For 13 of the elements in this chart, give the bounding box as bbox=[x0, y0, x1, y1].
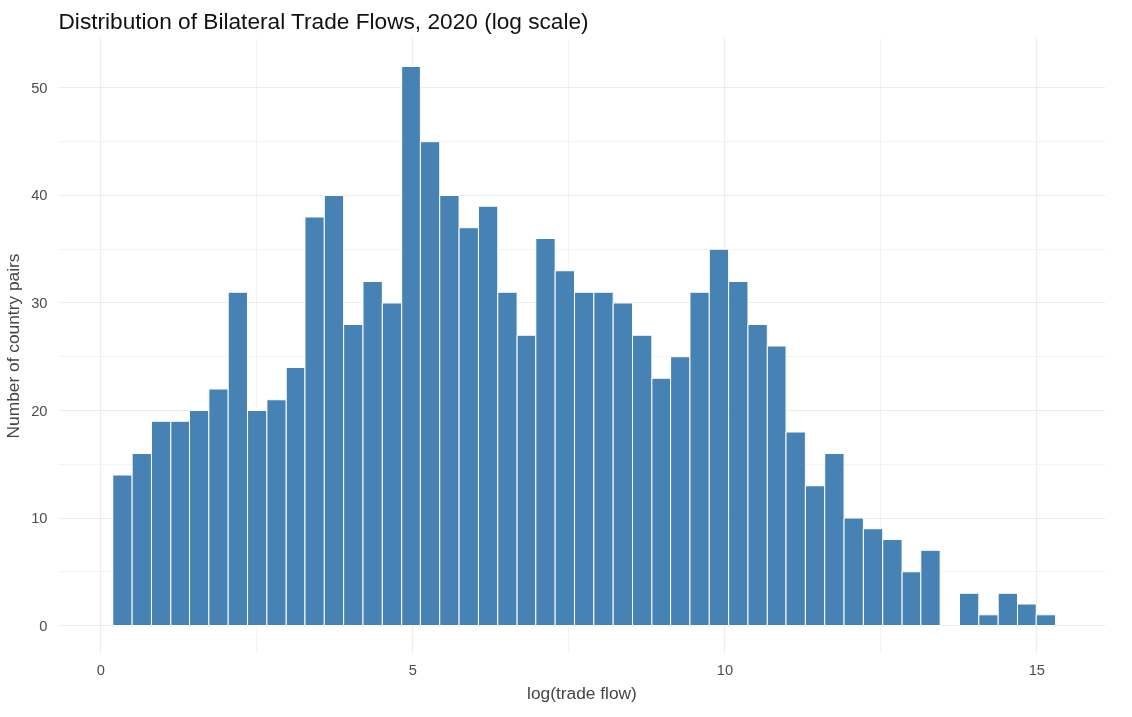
y-tick-label: 20 bbox=[31, 402, 48, 419]
y-tick-label: 50 bbox=[31, 79, 48, 96]
y-axis-title: Number of country pairs bbox=[3, 253, 24, 439]
x-tick-label: 10 bbox=[716, 661, 734, 678]
y-tick-label: 0 bbox=[39, 617, 48, 634]
x-tick-label: 5 bbox=[408, 661, 417, 678]
x-tick-label: 15 bbox=[1028, 661, 1046, 678]
x-axis-title: log(trade flow) bbox=[527, 682, 637, 703]
chart-title: Distribution of Bilateral Trade Flows, 2020 (log scale) bbox=[58, 7, 589, 34]
y-tick-label: 10 bbox=[31, 510, 48, 527]
y-tick-label: 40 bbox=[31, 187, 48, 204]
x-tick-label: 0 bbox=[96, 661, 106, 678]
y-tick-label: 30 bbox=[31, 294, 48, 311]
